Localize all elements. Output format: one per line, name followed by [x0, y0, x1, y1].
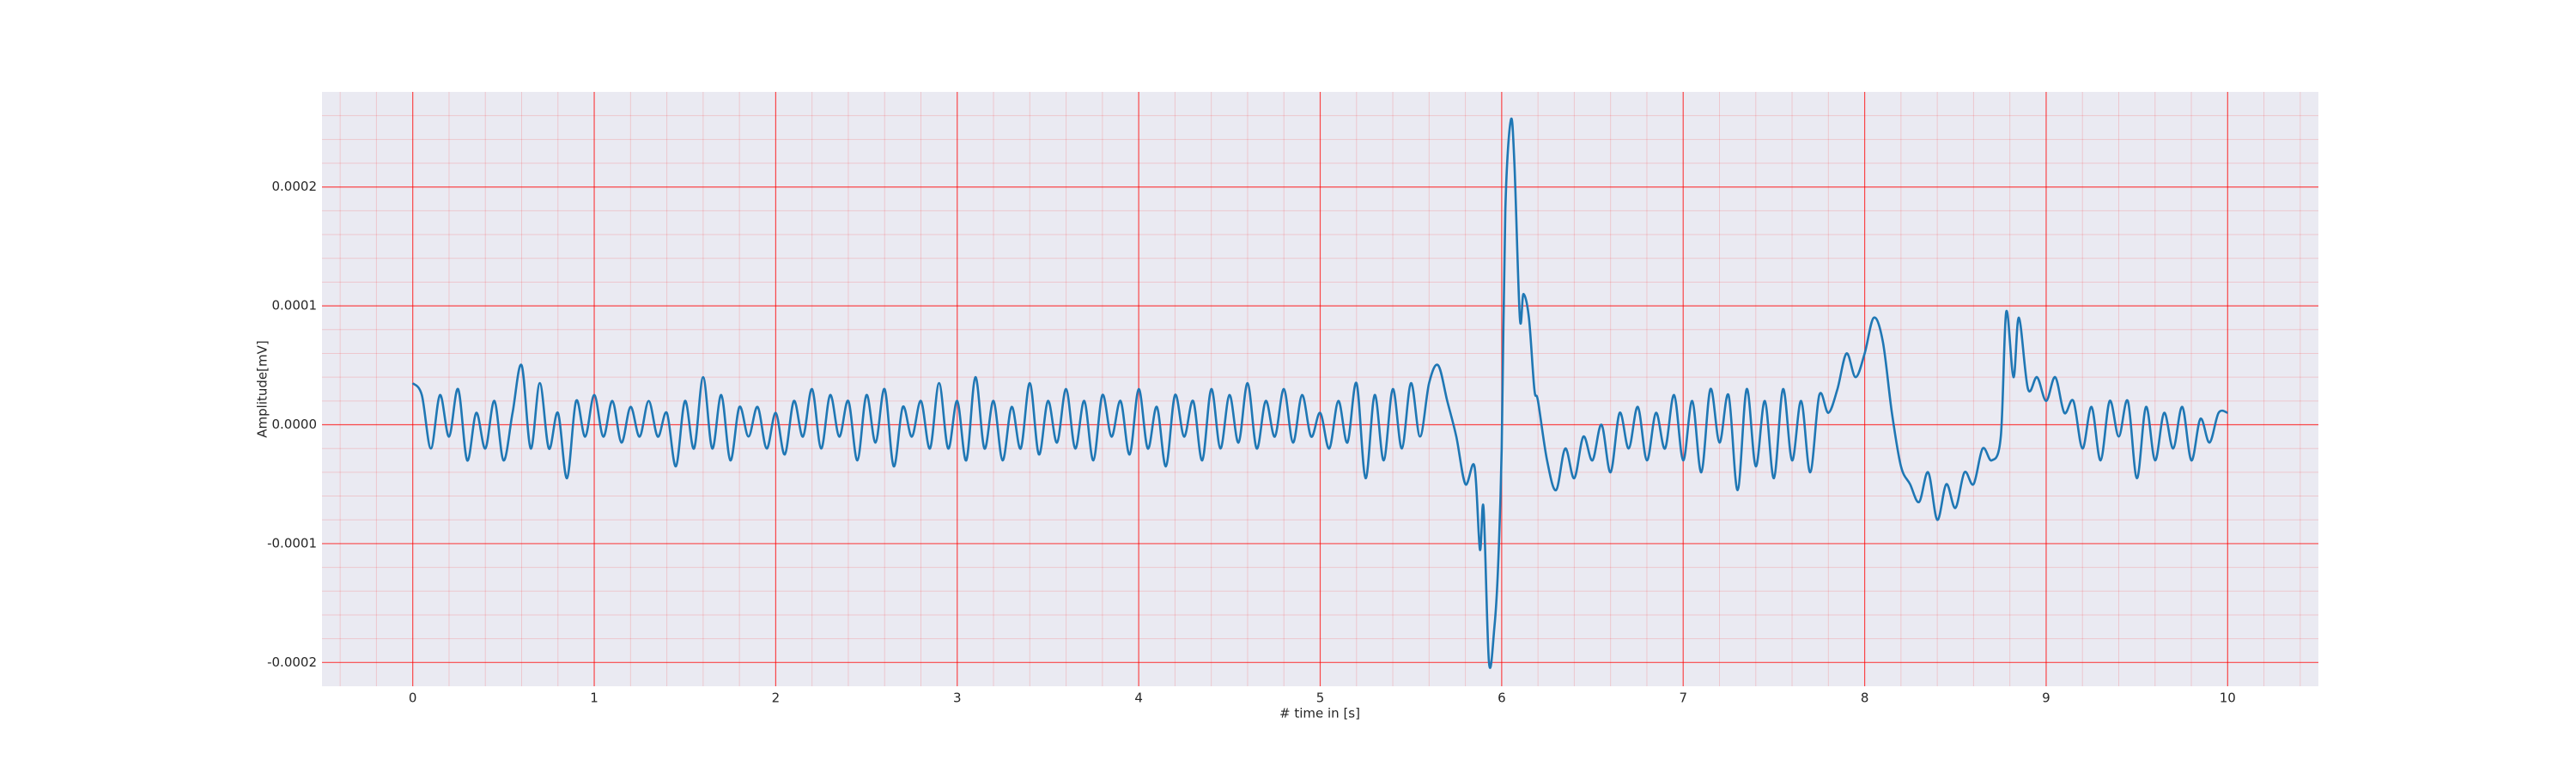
x-tick-label: 4	[1134, 691, 1143, 706]
x-tick-label: 3	[953, 691, 962, 706]
x-tick-label: 7	[1679, 691, 1687, 706]
y-tick-label: 0.0000	[272, 417, 318, 432]
x-tick-label: 9	[2042, 691, 2050, 706]
y-tick-label: -0.0002	[267, 654, 317, 670]
x-tick-label: 5	[1316, 691, 1325, 706]
x-tick-label: 0	[409, 691, 417, 706]
x-tick-label: 6	[1498, 691, 1506, 706]
x-tick-label: 2	[772, 691, 781, 706]
x-tick-label: 8	[1861, 691, 1869, 706]
x-tick-label: 10	[2220, 691, 2236, 706]
y-tick-label: 0.0001	[272, 298, 318, 313]
x-tick-label: 1	[590, 691, 598, 706]
data-line	[411, 117, 2228, 669]
y-tick-label: -0.0001	[267, 535, 317, 551]
x-axis-label: # time in [s]	[1279, 706, 1360, 721]
y-axis-label: Amplitude[mV]	[255, 340, 270, 437]
y-tick-label: 0.0002	[272, 179, 318, 194]
